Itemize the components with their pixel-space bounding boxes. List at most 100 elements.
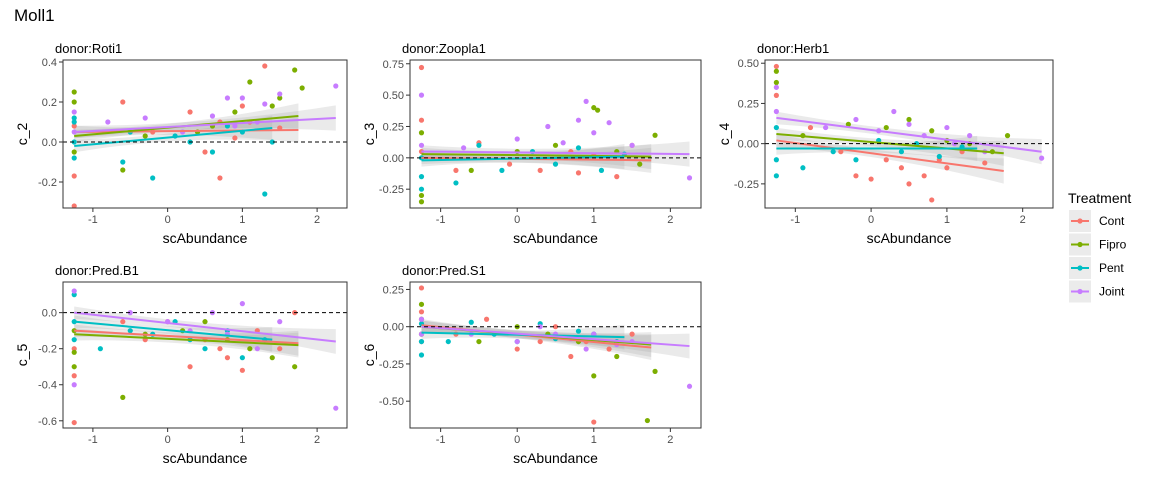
data-point: [418, 130, 425, 136]
x-tick-label: 1: [239, 214, 245, 226]
fit-line: [74, 329, 299, 345]
panel-border: [764, 59, 1054, 209]
data-point: [800, 165, 806, 171]
y-tick-label: 0.00: [383, 322, 404, 334]
facet-label: donor:Pred.B1: [55, 263, 139, 278]
data-point: [71, 288, 77, 294]
data-point: [773, 173, 779, 179]
data-point: [514, 346, 520, 352]
y-tick-label: 0.75: [383, 59, 404, 71]
x-axis-title: scAbundance: [163, 230, 248, 246]
data-point: [575, 145, 582, 151]
data-point: [845, 121, 851, 127]
legend-key-point: [1077, 288, 1083, 295]
y-tick-label: 0.0: [42, 137, 57, 149]
fit-line: [421, 155, 625, 162]
confidence-band: [421, 143, 625, 170]
y-tick-label: 0.00: [738, 139, 759, 151]
x-tick-label: 1: [591, 214, 597, 226]
data-point: [773, 92, 779, 98]
data-point: [868, 176, 874, 182]
data-point: [575, 170, 582, 176]
data-point: [254, 346, 260, 352]
confidence-band: [74, 328, 299, 358]
y-tick-label: -0.6: [38, 416, 57, 428]
data-point: [224, 95, 231, 101]
y-tick-label: 0.25: [738, 98, 759, 110]
data-point: [71, 292, 77, 298]
data-point: [929, 128, 935, 134]
data-point: [418, 199, 425, 205]
y-tick-label: -0.25: [379, 359, 404, 371]
x-tick-label: 1: [239, 434, 245, 446]
data-point: [418, 309, 425, 315]
data-point: [614, 174, 620, 180]
panel-5: donor:Pred.S1 -1 0 1 2 -0.50 -0.25 0.00 0.25 scAb…: [361, 263, 702, 466]
data-point: [71, 123, 77, 129]
data-point: [269, 139, 275, 145]
data-point: [418, 64, 425, 71]
data-point: [71, 349, 77, 355]
data-point: [187, 364, 193, 370]
data-point: [262, 63, 268, 69]
fit-line: [776, 116, 1042, 153]
panel-4: donor:Pred.B1 -1 0 1 2 -0.6 -0.4 -0.2 0.0 scAbund…: [14, 263, 348, 466]
y-axis-title: c_3: [361, 123, 377, 146]
data-point: [142, 133, 148, 139]
data-point: [461, 145, 467, 151]
data-point: [773, 68, 779, 74]
data-point: [506, 161, 513, 167]
data-point: [292, 364, 298, 370]
data-point: [202, 149, 208, 155]
legend-label-fipro: Fipro: [1099, 238, 1127, 252]
data-point: [71, 173, 77, 179]
data-point: [483, 316, 490, 322]
data-point: [299, 85, 305, 91]
data-point: [545, 123, 551, 130]
data-point: [773, 108, 779, 115]
legend-key-point: [1077, 265, 1083, 271]
x-axis-title: scAbundance: [513, 450, 598, 466]
data-point: [921, 173, 927, 179]
x-tick-label: 2: [1020, 214, 1026, 226]
data-point: [277, 91, 283, 97]
data-point: [418, 301, 425, 307]
data-point: [853, 116, 859, 123]
data-point: [1004, 133, 1011, 139]
y-tick-label: -0.25: [379, 184, 404, 196]
data-point: [239, 367, 245, 373]
data-point: [944, 165, 950, 171]
legend-label-pent: Pent: [1099, 261, 1124, 275]
chart-title: Moll1: [14, 6, 55, 25]
x-tick-label: 2: [667, 434, 673, 446]
y-axis-title: c_5: [14, 344, 30, 367]
data-point: [120, 159, 126, 165]
data-point: [773, 157, 779, 163]
y-tick-label: -0.2: [38, 177, 57, 189]
data-point: [71, 419, 77, 426]
fit-line: [421, 150, 690, 156]
data-point: [418, 174, 425, 180]
data-point: [583, 346, 589, 352]
data-point: [807, 124, 814, 131]
data-point: [575, 117, 582, 123]
data-point: [120, 319, 126, 325]
data-point: [476, 142, 482, 148]
data-point: [652, 368, 658, 374]
y-axis-title: c_2: [14, 123, 30, 146]
legend: Treatment Cont Fipro Pent Joint: [1068, 190, 1131, 303]
data-point: [468, 167, 474, 173]
confidence-band: [74, 315, 273, 353]
data-point: [239, 103, 245, 109]
data-point: [537, 167, 543, 173]
data-point: [418, 285, 425, 291]
y-tick-label: 0.50: [738, 58, 759, 70]
panel-border: [409, 281, 702, 429]
data-point: [418, 92, 425, 98]
confidence-band: [776, 134, 1004, 184]
panel-3: donor:Herb1 -1 0 1 2 -0.25 0.00 0.25 0.50 scAbund…: [716, 41, 1054, 246]
data-point: [71, 364, 77, 370]
x-tick-label: 2: [314, 434, 320, 446]
fit-line: [421, 325, 690, 348]
